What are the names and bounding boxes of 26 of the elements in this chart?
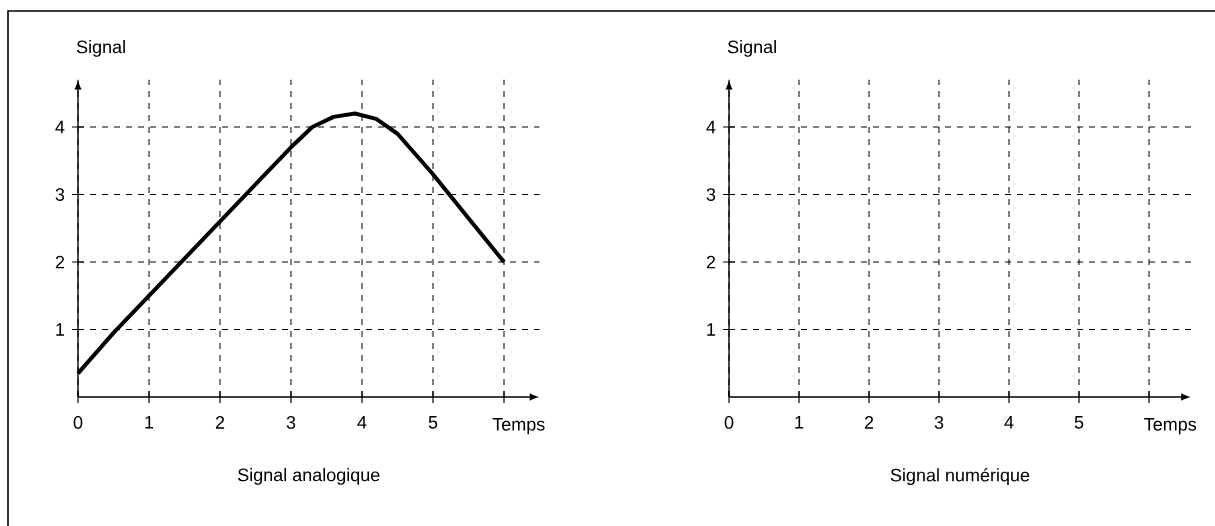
x-tick-label: 2 [215,416,225,429]
y-axis-title: Signal [76,40,125,57]
x-axis-title: Temps [492,418,545,435]
x-tick-label: 4 [357,416,367,429]
y-tick-label: 1 [56,323,65,336]
x-tick-label: 1 [795,416,804,429]
x-tick-label: 0 [73,416,83,429]
x-tick-label: 3 [286,416,296,429]
x-tick-label: 4 [1004,416,1014,429]
y-tick-label: 4 [706,120,716,134]
text: Signal analogique [238,468,380,485]
y-axis-title: Signal [727,40,776,57]
x-tick-label: 0 [724,416,734,429]
y-tick-label: 3 [706,188,716,201]
y-tick-label: 3 [55,188,65,201]
x-tick-label: 5 [1074,416,1084,429]
y-tick-label: 2 [55,255,65,269]
y-tick-label: 4 [55,120,65,134]
x-tick-label: 5 [428,416,438,429]
x-tick-label: 2 [864,416,874,429]
x-axis-title: Temps [1144,418,1197,435]
x-tick-label: 1 [145,416,154,429]
text: Signal numérique [890,468,1030,486]
x-tick-label: 3 [934,416,944,429]
y-tick-label: 2 [706,255,716,269]
y-tick-label: 1 [707,323,716,336]
